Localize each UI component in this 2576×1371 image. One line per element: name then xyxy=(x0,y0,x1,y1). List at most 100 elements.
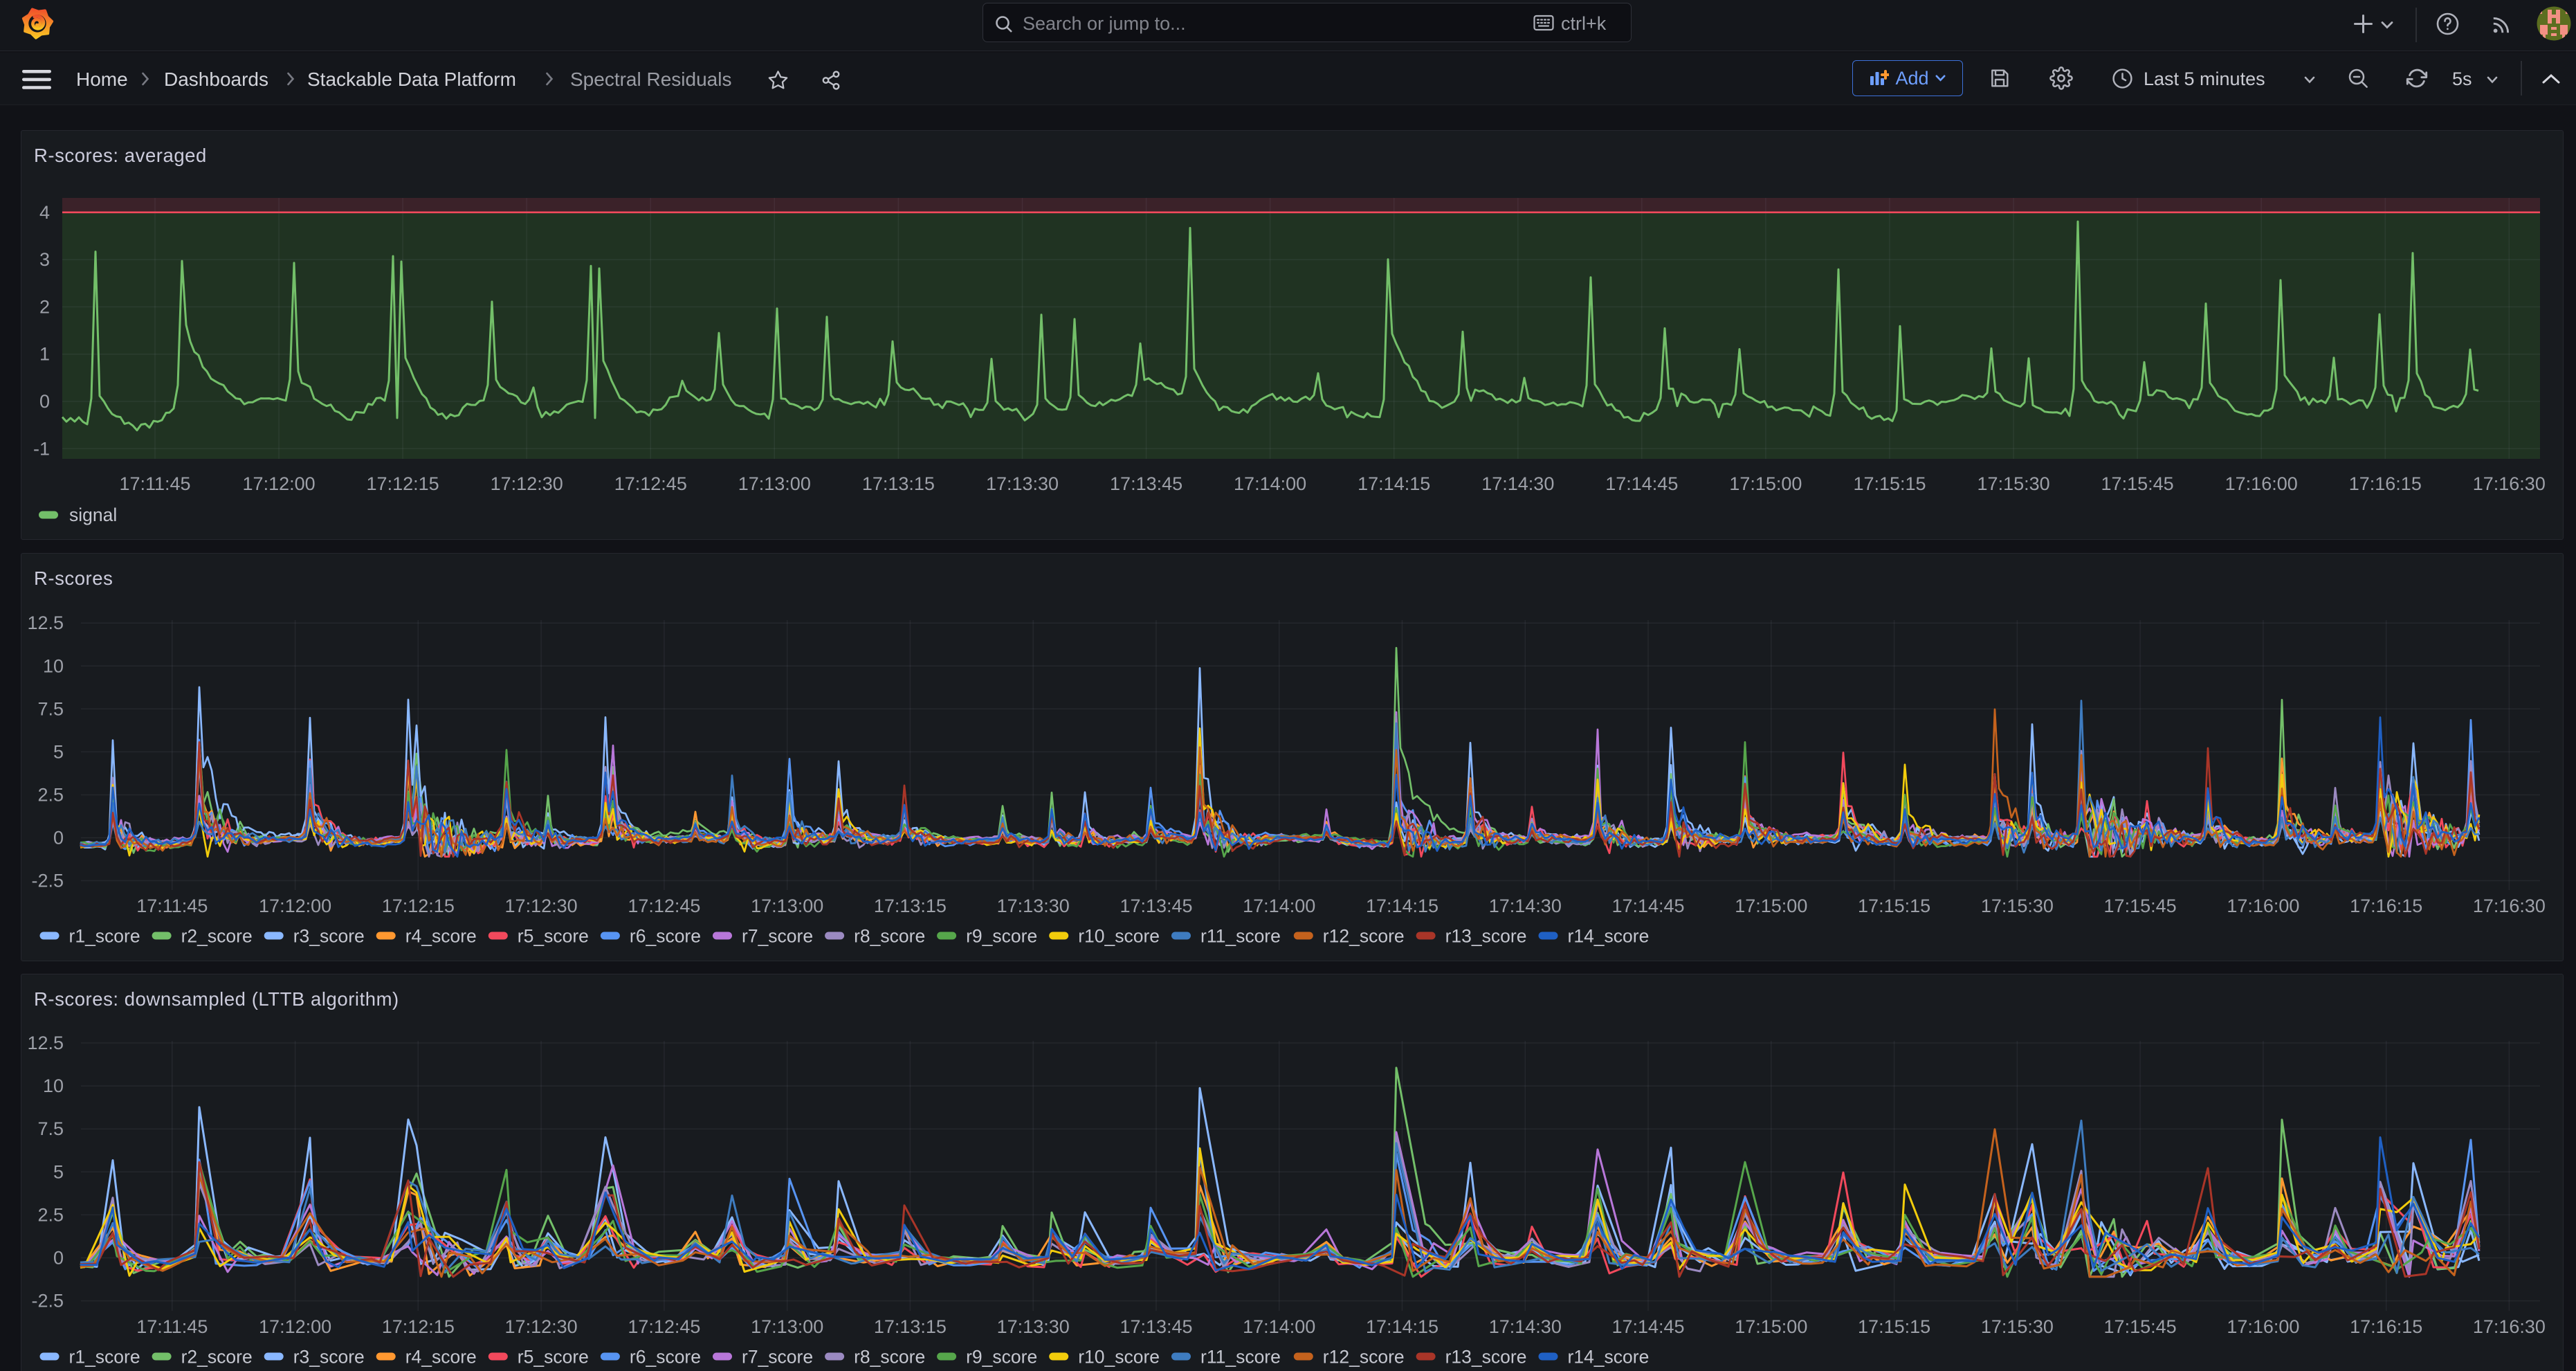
svg-text:signal: signal xyxy=(69,505,117,525)
svg-text:r13_score: r13_score xyxy=(1445,926,1527,947)
svg-text:17:15:15: 17:15:15 xyxy=(1858,1316,1930,1337)
svg-text:17:14:15: 17:14:15 xyxy=(1366,1316,1438,1337)
svg-text:r4_score: r4_score xyxy=(405,1347,477,1368)
svg-text:17:15:30: 17:15:30 xyxy=(1981,1316,2054,1337)
svg-text:17:15:30: 17:15:30 xyxy=(1977,473,2050,494)
svg-text:r8_score: r8_score xyxy=(854,1347,925,1368)
svg-text:r12_score: r12_score xyxy=(1323,926,1405,947)
svg-text:17:12:45: 17:12:45 xyxy=(628,896,700,916)
svg-text:17:11:45: 17:11:45 xyxy=(119,473,190,494)
svg-text:2: 2 xyxy=(39,296,50,317)
svg-text:17:14:30: 17:14:30 xyxy=(1481,473,1554,494)
svg-text:1: 1 xyxy=(39,344,50,365)
svg-text:2.5: 2.5 xyxy=(37,1204,64,1225)
svg-text:3: 3 xyxy=(39,249,50,270)
svg-text:7.5: 7.5 xyxy=(37,1118,64,1139)
svg-text:17:14:00: 17:14:00 xyxy=(1234,473,1306,494)
svg-text:10: 10 xyxy=(43,1075,64,1096)
svg-text:17:12:30: 17:12:30 xyxy=(505,896,578,916)
svg-text:r14_score: r14_score xyxy=(1568,926,1650,947)
svg-text:r3_score: r3_score xyxy=(293,926,365,947)
svg-text:17:13:45: 17:13:45 xyxy=(1120,896,1192,916)
svg-text:17:12:15: 17:12:15 xyxy=(382,896,455,916)
svg-text:17:16:15: 17:16:15 xyxy=(2350,1316,2422,1337)
svg-text:17:13:00: 17:13:00 xyxy=(738,473,811,494)
svg-text:-1: -1 xyxy=(33,438,50,459)
svg-text:17:16:15: 17:16:15 xyxy=(2350,896,2422,916)
svg-text:17:12:30: 17:12:30 xyxy=(505,1316,578,1337)
svg-text:17:14:15: 17:14:15 xyxy=(1366,896,1438,916)
svg-text:17:13:45: 17:13:45 xyxy=(1110,473,1182,494)
svg-text:17:12:15: 17:12:15 xyxy=(382,1316,455,1337)
svg-text:r14_score: r14_score xyxy=(1568,1347,1650,1368)
svg-text:10: 10 xyxy=(43,655,64,676)
svg-text:0: 0 xyxy=(39,391,50,412)
svg-text:r10_score: r10_score xyxy=(1078,926,1160,947)
svg-text:5: 5 xyxy=(53,1161,64,1182)
svg-text:r11_score: r11_score xyxy=(1200,1347,1281,1368)
svg-text:17:13:45: 17:13:45 xyxy=(1120,1316,1192,1337)
svg-text:2.5: 2.5 xyxy=(37,785,64,806)
svg-text:17:13:30: 17:13:30 xyxy=(997,1316,1070,1337)
svg-text:r1_score: r1_score xyxy=(69,1347,140,1368)
svg-text:17:12:30: 17:12:30 xyxy=(491,473,563,494)
svg-text:17:14:45: 17:14:45 xyxy=(1611,1316,1684,1337)
svg-text:17:14:30: 17:14:30 xyxy=(1489,1316,1562,1337)
svg-text:r1_score: r1_score xyxy=(69,926,140,947)
svg-text:17:15:45: 17:15:45 xyxy=(2101,473,2174,494)
svg-text:12.5: 12.5 xyxy=(27,612,64,633)
svg-text:17:13:15: 17:13:15 xyxy=(874,1316,947,1337)
svg-text:17:12:45: 17:12:45 xyxy=(628,1316,700,1337)
svg-text:17:15:15: 17:15:15 xyxy=(1858,896,1930,916)
svg-text:r2_score: r2_score xyxy=(181,926,253,947)
svg-text:r5_score: r5_score xyxy=(518,926,589,947)
svg-text:17:16:00: 17:16:00 xyxy=(2227,896,2299,916)
svg-text:r4_score: r4_score xyxy=(405,926,477,947)
svg-text:17:12:00: 17:12:00 xyxy=(243,473,316,494)
svg-text:r12_score: r12_score xyxy=(1323,1347,1405,1368)
svg-text:17:15:15: 17:15:15 xyxy=(1853,473,1926,494)
svg-text:r8_score: r8_score xyxy=(854,926,925,947)
svg-text:17:13:15: 17:13:15 xyxy=(862,473,935,494)
svg-text:17:16:00: 17:16:00 xyxy=(2225,473,2298,494)
svg-text:7.5: 7.5 xyxy=(37,698,64,719)
svg-text:17:14:15: 17:14:15 xyxy=(1358,473,1430,494)
svg-text:0: 0 xyxy=(53,1248,64,1269)
svg-text:r9_score: r9_score xyxy=(966,1347,1037,1368)
svg-text:17:16:30: 17:16:30 xyxy=(2473,1316,2546,1337)
svg-text:17:14:45: 17:14:45 xyxy=(1605,473,1678,494)
svg-text:17:12:15: 17:12:15 xyxy=(367,473,439,494)
svg-text:17:13:30: 17:13:30 xyxy=(997,896,1070,916)
svg-text:r6_score: r6_score xyxy=(630,1347,701,1368)
svg-text:17:13:15: 17:13:15 xyxy=(874,896,947,916)
svg-text:r6_score: r6_score xyxy=(630,926,701,947)
svg-text:0: 0 xyxy=(53,828,64,848)
svg-text:17:13:00: 17:13:00 xyxy=(751,1316,823,1337)
svg-text:r11_score: r11_score xyxy=(1200,926,1281,947)
svg-text:5: 5 xyxy=(53,741,64,762)
svg-text:17:16:00: 17:16:00 xyxy=(2227,1316,2299,1337)
svg-text:17:12:00: 17:12:00 xyxy=(259,896,331,916)
svg-text:17:11:45: 17:11:45 xyxy=(136,1316,208,1337)
svg-text:r9_score: r9_score xyxy=(966,926,1037,947)
svg-text:17:12:00: 17:12:00 xyxy=(259,1316,331,1337)
svg-text:17:16:15: 17:16:15 xyxy=(2349,473,2422,494)
svg-text:17:12:45: 17:12:45 xyxy=(614,473,687,494)
svg-text:r5_score: r5_score xyxy=(518,1347,589,1368)
svg-text:17:14:30: 17:14:30 xyxy=(1489,896,1562,916)
svg-text:17:15:45: 17:15:45 xyxy=(2104,1316,2177,1337)
svg-text:17:14:00: 17:14:00 xyxy=(1243,1316,1315,1337)
svg-text:17:13:30: 17:13:30 xyxy=(986,473,1059,494)
svg-text:-2.5: -2.5 xyxy=(31,1291,64,1311)
svg-text:17:14:00: 17:14:00 xyxy=(1243,896,1315,916)
svg-text:17:11:45: 17:11:45 xyxy=(136,896,208,916)
svg-text:17:16:30: 17:16:30 xyxy=(2473,473,2546,494)
svg-text:12.5: 12.5 xyxy=(27,1033,64,1053)
svg-text:17:14:45: 17:14:45 xyxy=(1611,896,1684,916)
svg-text:17:15:30: 17:15:30 xyxy=(1981,896,2054,916)
svg-text:4: 4 xyxy=(39,202,50,223)
svg-text:-2.5: -2.5 xyxy=(31,871,64,891)
svg-text:r13_score: r13_score xyxy=(1445,1347,1527,1368)
svg-text:17:15:00: 17:15:00 xyxy=(1735,896,1807,916)
svg-text:r3_score: r3_score xyxy=(293,1347,365,1368)
